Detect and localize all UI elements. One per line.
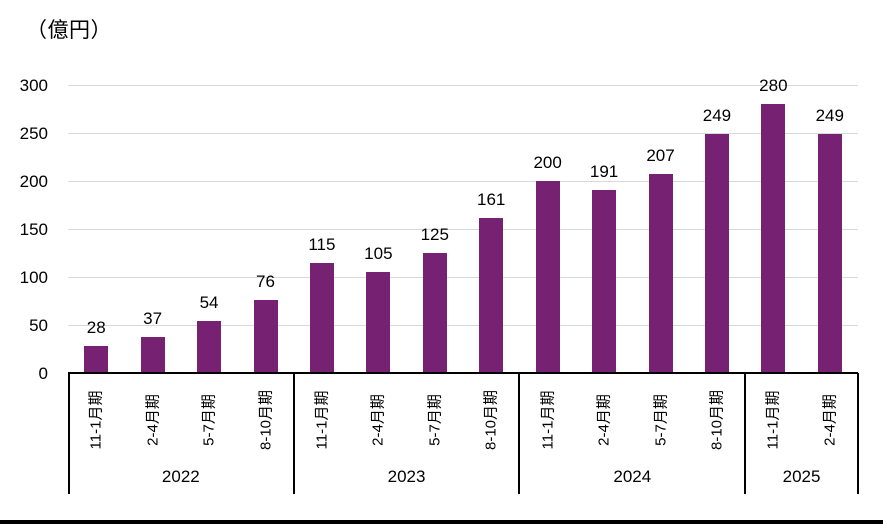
bar-value-label: 54 xyxy=(199,293,219,313)
bar xyxy=(253,300,278,372)
x-axis-year-label: 2024 xyxy=(613,467,652,486)
gridline xyxy=(68,181,858,182)
gridline xyxy=(68,325,858,326)
x-axis-quarter-label: 2-4月期 xyxy=(144,394,162,446)
x-axis-line xyxy=(68,372,858,374)
bar xyxy=(309,262,334,372)
y-axis-tick-label: 150 xyxy=(19,220,48,239)
x-axis-year-label: 2022 xyxy=(161,467,200,486)
bar xyxy=(479,218,504,372)
x-axis-quarter-label: 11-1月期 xyxy=(87,390,105,450)
category-group-separator xyxy=(292,373,295,494)
bar xyxy=(535,181,560,372)
bar xyxy=(761,104,786,372)
category-group-separator xyxy=(68,373,70,494)
x-axis-year-label: 2025 xyxy=(782,467,821,486)
bar-value-label: 207 xyxy=(646,146,675,166)
bar xyxy=(366,272,391,372)
bar-value-label: 76 xyxy=(256,272,275,292)
bar-value-label: 105 xyxy=(364,244,393,264)
bar xyxy=(197,321,222,372)
bar-value-label: 37 xyxy=(143,309,163,329)
bar xyxy=(84,346,109,372)
gridline xyxy=(68,85,858,86)
bar xyxy=(817,133,842,372)
x-axis-quarter-label: 2-4月期 xyxy=(369,394,387,446)
y-axis-tick-label: 100 xyxy=(19,268,48,287)
x-axis-quarter-label: 5-7月期 xyxy=(200,394,218,446)
bar xyxy=(648,174,673,372)
gridline xyxy=(68,277,858,278)
y-axis-tick-label: 250 xyxy=(19,124,48,143)
x-axis-quarter-label: 5-7月期 xyxy=(426,394,444,446)
bar-value-label: 115 xyxy=(308,234,336,254)
y-axis-tick-label: 0 xyxy=(38,364,48,383)
bar xyxy=(140,337,165,372)
x-axis-quarter-label: 8-10月期 xyxy=(482,389,500,451)
x-axis-quarter-label: 11-1月期 xyxy=(313,390,331,450)
x-axis-quarter-label: 5-7月期 xyxy=(652,394,669,446)
category-group-separator xyxy=(744,373,747,494)
bar-value-label: 28 xyxy=(86,318,106,338)
category-group-separator xyxy=(857,373,859,494)
x-axis-quarter-label: 8-10月期 xyxy=(257,389,274,451)
x-axis-quarter-label: 2-4月期 xyxy=(821,394,839,446)
gridline xyxy=(68,133,858,134)
bar-value-label: 249 xyxy=(702,105,732,125)
y-axis-tick-label: 300 xyxy=(19,76,48,95)
y-axis-tick-label: 200 xyxy=(19,172,48,191)
bottom-divider-rule xyxy=(0,520,883,524)
x-axis-year-label: 2023 xyxy=(387,467,426,486)
bar xyxy=(422,253,447,372)
x-axis-quarter-label: 11-1月期 xyxy=(764,390,782,450)
bar xyxy=(592,189,617,372)
bar-value-label: 191 xyxy=(589,161,619,181)
y-axis-unit-label: （億円） xyxy=(26,19,112,42)
x-axis-quarter-label: 8-10月期 xyxy=(708,389,726,451)
bar-value-label: 200 xyxy=(533,153,562,172)
bar-value-label: 249 xyxy=(815,105,844,125)
x-axis-quarter-label: 2-4月期 xyxy=(595,394,613,446)
y-axis-tick-label: 50 xyxy=(29,316,48,335)
bar-value-label: 280 xyxy=(759,76,788,96)
bar xyxy=(704,133,729,372)
gridline xyxy=(68,229,858,230)
category-group-separator xyxy=(518,373,521,494)
x-axis-quarter-label: 11-1月期 xyxy=(539,390,557,450)
bar-value-label: 125 xyxy=(420,225,449,244)
bar-value-label: 161 xyxy=(477,190,506,210)
